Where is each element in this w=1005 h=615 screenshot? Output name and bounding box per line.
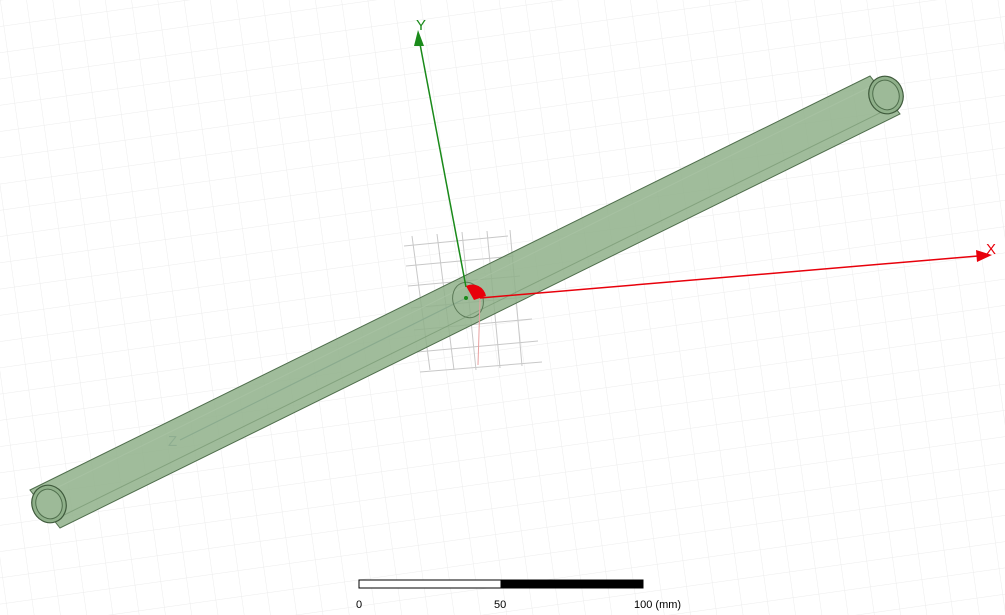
scale-bar: 0 50 100 (mm) [356, 579, 681, 611]
rod-end-cap-near[interactable] [27, 480, 72, 527]
y-axis: Y [414, 17, 467, 288]
x-axis: X [479, 241, 996, 299]
y-axis-arrow-icon [414, 30, 424, 46]
rod-end-cap-far[interactable] [864, 71, 909, 118]
origin-marker-icon [464, 284, 486, 300]
y-axis-label: Y [416, 17, 426, 34]
scale-label-0: 0 [356, 599, 362, 611]
scale-label-50: 50 [494, 599, 506, 611]
scale-label-100mm: 100 (mm) [634, 599, 681, 611]
x-axis-arrow-icon [976, 250, 992, 262]
x-axis-label: X [986, 241, 996, 258]
